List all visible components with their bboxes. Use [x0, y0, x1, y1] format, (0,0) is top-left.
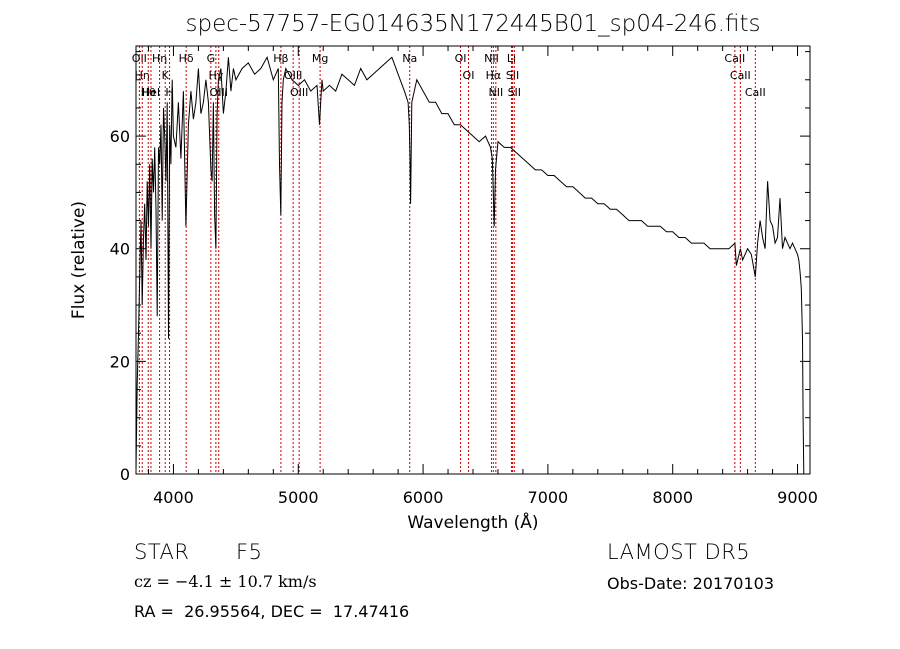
x-tick-label: 4000	[153, 488, 194, 507]
line-marker-label: Hβ	[273, 52, 288, 65]
line-marker-label: CaII	[745, 86, 766, 99]
observation-date: Obs-Date: 20170103	[607, 574, 775, 593]
plot-frame	[135, 45, 811, 475]
line-marker-label: Li	[507, 52, 516, 65]
line-marker-label: OII	[132, 52, 147, 65]
x-axis-label: Wavelength (Å)	[407, 511, 538, 533]
line-marker-label: G	[207, 52, 216, 65]
line-marker-label: Na	[402, 52, 417, 65]
y-tick-label: 60	[110, 127, 130, 146]
y-axis: 0 20 40 60	[110, 51, 810, 484]
chart-title: spec-57757-EG014635N172445B01_sp04-246.f…	[186, 11, 761, 37]
x-tick-label: 5000	[278, 488, 319, 507]
line-marker-label: NII	[488, 86, 503, 99]
line-marker-label: OIII	[290, 86, 308, 99]
x-tick-label: 8000	[652, 488, 693, 507]
line-marker-label: Mg	[312, 52, 328, 65]
line-marker-label: K	[162, 69, 170, 82]
line-marker-label: Hδ	[179, 52, 194, 65]
x-tick-label: 9000	[777, 488, 818, 507]
object-class: STAR	[134, 540, 190, 564]
coordinates: RA = 26.95564, DEC = 17.47416	[134, 602, 410, 621]
x-axis: 4000 5000 6000 7000 8000 9000	[147, 46, 818, 507]
line-marker-label: Hθ	[141, 86, 156, 99]
spectrum-series-line	[135, 55, 805, 475]
line-marker-label: Hα	[486, 69, 502, 82]
y-axis-label: Flux (relative)	[69, 201, 89, 319]
redshift-cz: cz = −4.1 ± 10.7 km/s	[134, 572, 317, 591]
object-subclass: F5	[236, 540, 263, 564]
line-marker-label: OIII	[284, 69, 302, 82]
line-marker-label: Hη	[135, 69, 150, 82]
y-tick-label: 40	[110, 240, 130, 259]
x-tick-label: 6000	[403, 488, 444, 507]
line-marker-label: Hη	[152, 52, 167, 65]
y-tick-label: 20	[110, 352, 130, 371]
line-marker-label: OIII	[210, 86, 228, 99]
x-tick-label: 7000	[528, 488, 569, 507]
line-marker-label: CaII	[730, 69, 751, 82]
line-marker-label: NII	[484, 52, 499, 65]
survey-name: LAMOST DR5	[607, 540, 751, 564]
line-marker-label: OI	[455, 52, 467, 65]
line-marker-label: OI	[463, 69, 475, 82]
y-tick-label: 0	[120, 465, 130, 484]
line-marker-label: SII	[508, 86, 521, 99]
line-marker-label: SII	[506, 69, 519, 82]
line-marker-label: CaII	[724, 52, 745, 65]
line-marker-label: H	[165, 86, 173, 99]
line-marker-label: HeI	[142, 86, 160, 99]
